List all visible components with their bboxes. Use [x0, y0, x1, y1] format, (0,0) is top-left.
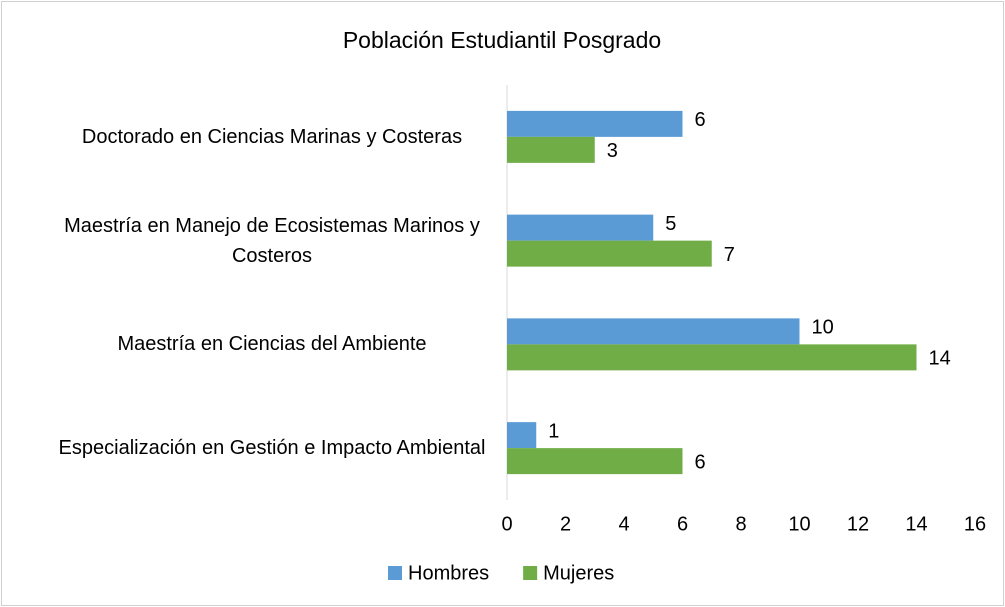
value-label: 10: [812, 317, 834, 339]
category-label: Maestría en Manejo de Ecosistemas Marino…: [64, 214, 480, 267]
category-label: Maestría en Ciencias del Ambiente: [117, 333, 427, 356]
bar: [507, 344, 917, 371]
x-tick-label: 4: [618, 513, 629, 535]
bar: [507, 448, 683, 475]
chart-title: Población Estudiantil Posgrado: [343, 27, 661, 53]
value-label: 7: [724, 244, 735, 266]
category-label: Especialización en Gestión e Impacto Amb…: [58, 437, 486, 460]
x-tick-label: 12: [847, 513, 869, 535]
legend-swatch: [388, 566, 402, 580]
legend-label: Hombres: [408, 562, 489, 584]
x-tick-label: 10: [788, 513, 810, 535]
value-label: 1: [548, 420, 559, 442]
legend-swatch: [523, 566, 538, 580]
value-label: 6: [695, 109, 706, 131]
value-label: 6: [695, 451, 706, 473]
bar: [507, 136, 595, 163]
bar: [507, 240, 712, 267]
x-tick-label: 8: [735, 513, 746, 535]
legend-label: Mujeres: [543, 562, 614, 584]
bar: [507, 110, 683, 137]
x-tick-label: 16: [964, 513, 986, 535]
x-tick-label: 6: [677, 513, 688, 535]
category-label: Doctorado en Ciencias Marinas y Costeras: [81, 125, 463, 148]
x-tick-label: 2: [560, 513, 571, 535]
value-label: 3: [607, 140, 618, 162]
x-tick-label: 14: [905, 513, 927, 535]
bar: [507, 214, 654, 241]
value-label: 5: [665, 213, 676, 235]
value-label: 14: [929, 348, 951, 370]
x-tick-label: 0: [501, 513, 512, 535]
bar: [507, 318, 800, 345]
bar: [507, 422, 537, 449]
